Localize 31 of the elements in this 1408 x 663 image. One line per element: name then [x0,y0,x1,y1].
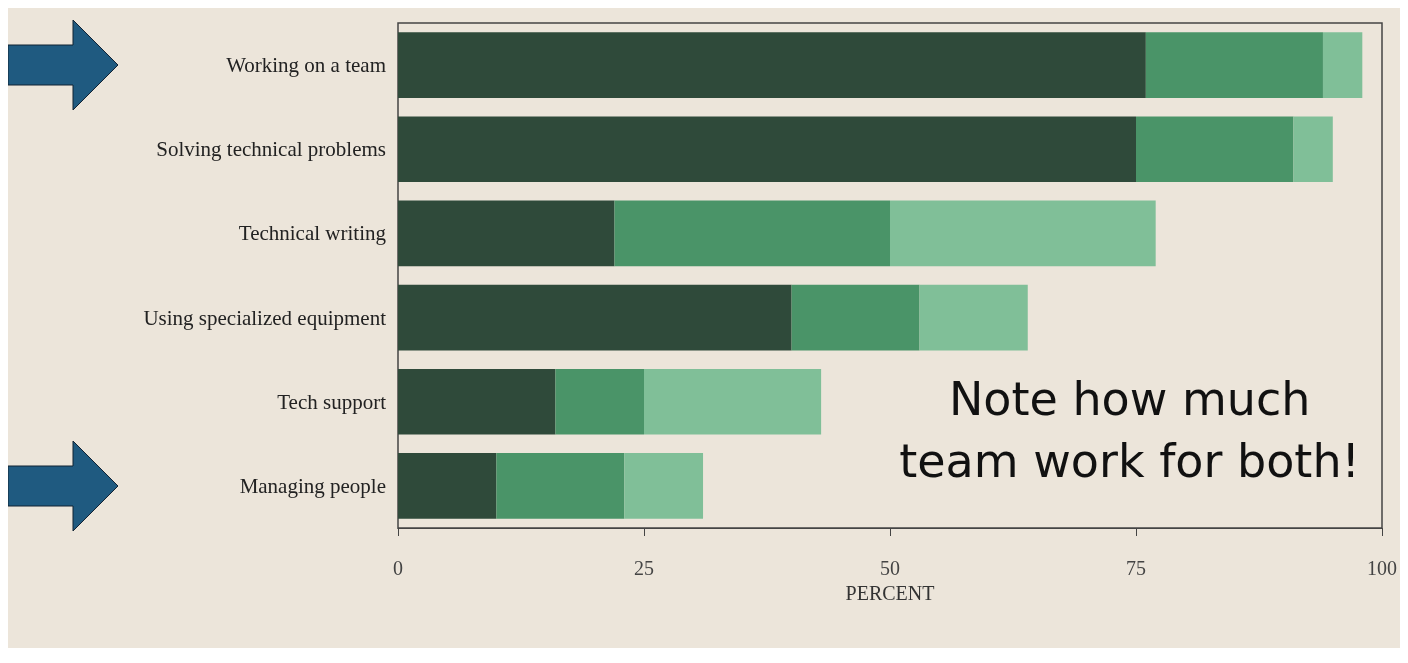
bar [398,32,1146,98]
bar [624,453,704,519]
bar [614,200,890,267]
bar [398,368,556,435]
bar [919,284,1028,351]
bar [1145,32,1323,98]
bar [644,368,822,435]
y-tick-label: Technical writing [238,221,387,246]
annotation: Note how much team work for both! [899,372,1360,488]
x-tick-label: 100 [1367,557,1397,579]
y-tick-label: Solving technical problems [156,137,386,162]
bar [791,284,920,351]
x-axis-title: PERCENT [845,582,935,604]
bar [555,368,644,435]
bar [1322,32,1363,98]
bar [398,200,615,267]
x-tick-label: 50 [880,557,900,579]
x-tick-label: 75 [1126,557,1146,579]
y-tick-label: Using specialized equipment [143,305,387,330]
bar [890,200,1156,267]
x-tick-label: 25 [634,557,654,579]
bar [1136,116,1294,183]
bar [1293,116,1333,183]
y-tick-label: Working on a team [226,53,386,78]
bar [496,453,625,519]
y-tick-label: Managing people [239,473,386,498]
bar [398,284,792,351]
bar [398,116,1136,183]
bar [398,453,497,519]
y-tick-label: Tech support [277,389,387,414]
x-tick-label: 0 [393,557,403,579]
